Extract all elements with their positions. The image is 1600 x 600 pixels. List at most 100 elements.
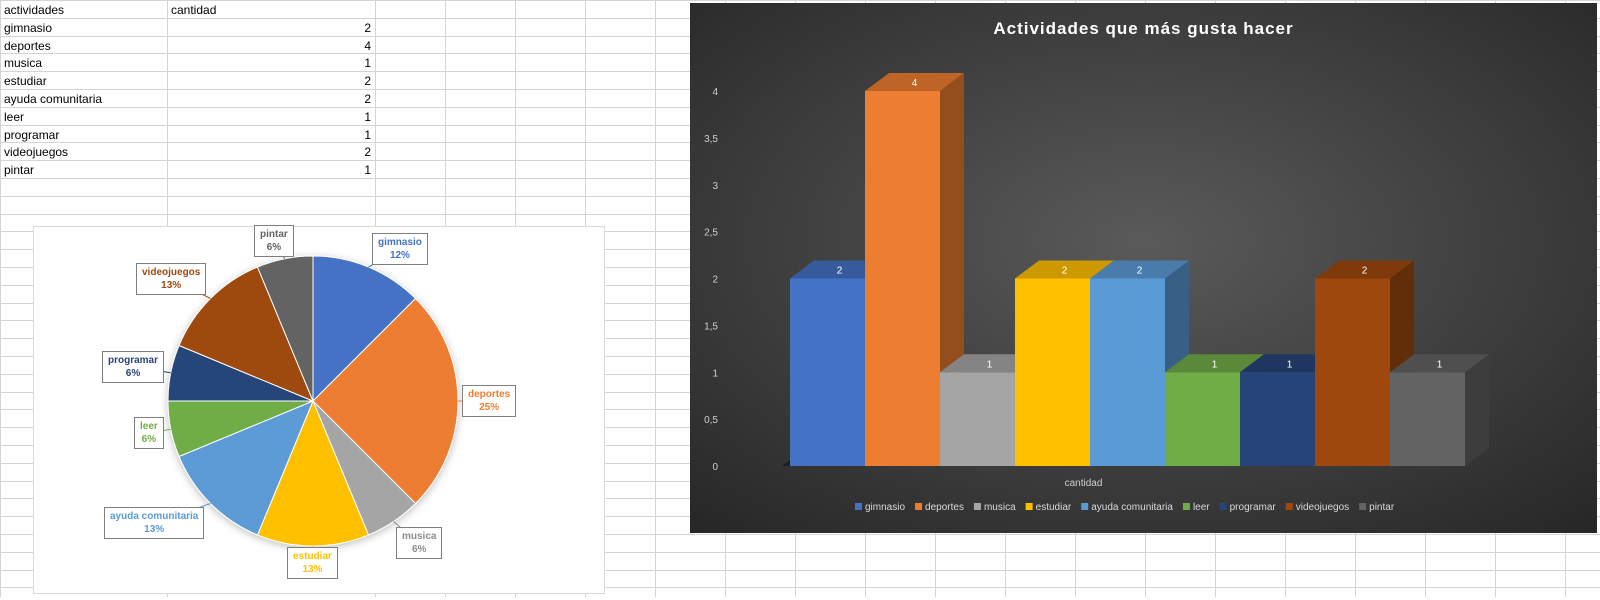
bar-side <box>1465 354 1489 466</box>
pie-label-percent: 13% <box>142 279 200 292</box>
row-label-gimnasio[interactable]: gimnasio <box>4 19 52 37</box>
bar-front <box>790 279 865 467</box>
pie-label-name: deportes <box>468 388 510 401</box>
row-value-estudiar[interactable]: 2 <box>331 72 371 90</box>
pie-label-name: estudiar <box>293 550 332 563</box>
bar-value-label: 1 <box>1437 359 1443 370</box>
pie-label-name: ayuda comunitaria <box>110 510 198 523</box>
legend-swatch <box>1286 503 1293 510</box>
legend-label: estudiar <box>1036 502 1072 513</box>
chart-legend: gimnasio deportes musica estudiar ayuda comu… <box>855 502 1395 513</box>
row-value-deportes[interactable]: 4 <box>331 37 371 55</box>
row-value-musica[interactable]: 1 <box>331 54 371 72</box>
legend-label: videojuegos <box>1296 502 1349 513</box>
y-tick-label: 4 <box>712 87 718 98</box>
pie-label-percent: 25% <box>468 401 510 414</box>
legend-item-videojuegos[interactable]: videojuegos <box>1286 502 1349 513</box>
bar-chart-svg: Actividades que más gusta hacer 0 0,5 1 1,5 2… <box>690 3 1597 533</box>
legend-swatch <box>974 503 981 510</box>
bar-front <box>1240 372 1315 466</box>
x-axis-label: cantidad <box>1065 478 1103 489</box>
legend-swatch <box>1026 503 1033 510</box>
bar-value-label: 2 <box>1362 266 1368 277</box>
row-value-programar[interactable]: 1 <box>331 126 371 144</box>
row-label-deportes[interactable]: deportes <box>4 37 51 55</box>
y-tick-label: 2,5 <box>704 228 718 239</box>
bar-pintar[interactable]: 1 <box>1390 354 1489 466</box>
legend-item-ayuda-comunitaria[interactable]: ayuda comunitaria <box>1081 502 1173 513</box>
bar-front <box>1390 372 1465 466</box>
y-tick-label: 0,5 <box>704 415 718 426</box>
pie-label-percent: 13% <box>293 563 332 576</box>
row-value-gimnasio[interactable]: 2 <box>331 19 371 37</box>
row-label-programar[interactable]: programar <box>4 126 59 144</box>
pie-label-name: programar <box>108 354 158 367</box>
header-cell-cantidad[interactable]: cantidad <box>171 1 216 19</box>
legend-label: leer <box>1193 502 1210 513</box>
legend-label: pintar <box>1369 502 1395 513</box>
bar-value-label: 1 <box>987 359 993 370</box>
bar-value-label: 4 <box>912 78 918 89</box>
bar-value-label: 1 <box>1287 359 1293 370</box>
legend-label: gimnasio <box>865 502 905 513</box>
legend-label: deportes <box>925 502 964 513</box>
row-value-pintar[interactable]: 1 <box>331 161 371 179</box>
pie-label-name: pintar <box>260 228 288 241</box>
row-label-videojuegos[interactable]: videojuegos <box>4 143 68 161</box>
row-value-videojuegos[interactable]: 2 <box>331 143 371 161</box>
bar-value-label: 2 <box>837 266 843 277</box>
header-cell-actividades[interactable]: actividades <box>4 1 64 19</box>
legend-swatch <box>1220 503 1227 510</box>
row-label-estudiar[interactable]: estudiar <box>4 72 47 90</box>
pie-label-percent: 13% <box>110 523 198 536</box>
pie-label-percent: 12% <box>378 249 422 262</box>
pie-slices <box>168 256 458 546</box>
y-tick-label: 2 <box>712 275 718 286</box>
row-value-ayuda-comunitaria[interactable]: 2 <box>331 90 371 108</box>
bar-front <box>1090 279 1165 467</box>
row-label-musica[interactable]: musica <box>4 54 42 72</box>
pie-label-percent: 6% <box>402 543 436 556</box>
y-tick-label: 0 <box>712 462 718 473</box>
bar-chart[interactable]: Actividades que más gusta hacer 0 0,5 1 1,5 2… <box>690 3 1597 533</box>
pie-label-name: musica <box>402 530 436 543</box>
legend-swatch <box>915 503 922 510</box>
bar-value-label: 2 <box>1137 266 1143 277</box>
row-value-leer[interactable]: 1 <box>331 108 371 126</box>
legend-swatch <box>1183 503 1190 510</box>
y-tick-label: 1,5 <box>704 321 718 332</box>
bar-front <box>1165 372 1240 466</box>
pie-label-percent: 6% <box>108 367 158 380</box>
legend-swatch <box>1081 503 1088 510</box>
pie-label-name: videojuegos <box>142 266 200 279</box>
legend-label: ayuda comunitaria <box>1091 502 1173 513</box>
chart-title: Actividades que más gusta hacer <box>993 19 1293 38</box>
row-label-ayuda-comunitaria[interactable]: ayuda comunitaria <box>4 90 102 108</box>
row-label-pintar[interactable]: pintar <box>4 161 34 179</box>
pie-label-percent: 6% <box>140 433 158 446</box>
legend-label: musica <box>984 502 1016 513</box>
y-tick-label: 1 <box>712 368 718 379</box>
y-tick-label: 3,5 <box>704 134 718 145</box>
pie-chart-svg <box>34 227 606 595</box>
legend-swatch <box>1359 503 1366 510</box>
bar-value-label: 2 <box>1062 266 1068 277</box>
legend-label: programar <box>1230 502 1277 513</box>
y-tick-label: 3 <box>712 181 718 192</box>
bar-front <box>1315 279 1390 467</box>
bar-front <box>1015 279 1090 467</box>
row-label-leer[interactable]: leer <box>4 108 24 126</box>
pie-label-name: leer <box>140 420 158 433</box>
pie-label-percent: 6% <box>260 241 288 254</box>
legend-swatch <box>855 503 862 510</box>
